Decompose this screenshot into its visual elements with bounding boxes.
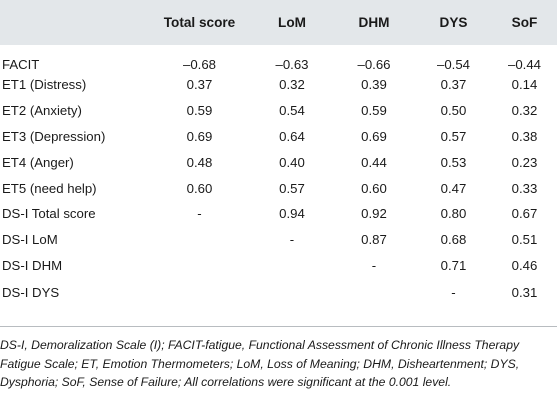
cell-total-score: 0.60 [186, 180, 213, 196]
cell-sof: 0.67 [511, 206, 538, 222]
cell-dys: 0.50 [440, 103, 467, 119]
cell-dys: 0.71 [440, 257, 467, 273]
row-label: DS-I DHM [2, 257, 63, 273]
cell-total-score: 0.37 [186, 77, 213, 93]
footnote-divider [0, 326, 557, 327]
cell-dhm: 0.59 [361, 103, 387, 119]
cell-total-score: 0.59 [186, 103, 213, 119]
cell-sof: –0.44 [507, 57, 541, 72]
cell-dhm: 0.87 [361, 232, 387, 248]
cell-sof: 0.46 [511, 257, 538, 273]
cell-dhm: 0.44 [361, 154, 387, 170]
correlation-table-container: Total score LoM DHM DYS SoF FACIT –0.68 –0… [0, 0, 557, 306]
cell-sof: 0.38 [511, 128, 538, 144]
cell-total-score: 0.48 [186, 154, 213, 170]
header-row: Total score LoM DHM DYS SoF [0, 0, 557, 45]
row-label: ET5 (need help) [2, 180, 97, 196]
cell-lom: 0.54 [279, 103, 305, 119]
cell-dys: 0.57 [440, 128, 467, 144]
cell-sof: 0.31 [511, 284, 538, 300]
cell-total-score: 0.69 [186, 128, 213, 144]
cell-lom: 0.40 [279, 154, 305, 170]
correlation-table: Total score LoM DHM DYS SoF FACIT –0.68 –0… [0, 0, 557, 306]
cell-dhm: 0.60 [361, 180, 387, 196]
cell-total-score [148, 278, 251, 306]
table-row: DS-I Total score - 0.94 0.92 0.80 0.67 [0, 201, 557, 227]
cell-sof: 0.23 [511, 154, 538, 170]
row-label: DS-I DYS [2, 284, 60, 300]
cell-sof: 0.51 [511, 232, 538, 248]
cell-dhm: –0.66 [357, 57, 391, 72]
cell-total-score [148, 227, 251, 253]
cell-dys: 0.37 [440, 77, 467, 93]
row-label: DS-I Total score [2, 206, 96, 222]
cell-dys: 0.68 [440, 232, 467, 248]
cell-dys: 0.47 [440, 180, 467, 196]
cell-dys: 0.80 [440, 206, 467, 222]
cell-dhm: - [371, 257, 377, 273]
header-cell-dhm: DHM [358, 15, 390, 30]
table-row: DS-I DHM - 0.71 0.46 [0, 253, 557, 279]
cell-dhm: 0.69 [361, 128, 387, 144]
row-label: DS-I LoM [2, 232, 58, 248]
cell-dhm: 0.92 [361, 206, 387, 222]
table-row: ET1 (Distress) 0.37 0.32 0.39 0.37 0.14 [0, 72, 557, 98]
table-row: DS-I DYS - 0.31 [0, 278, 557, 306]
cell-dhm: 0.39 [361, 77, 387, 93]
row-label: FACIT [2, 57, 40, 72]
header-cell-lom: LoM [278, 15, 306, 30]
cell-dys: - [451, 284, 456, 300]
cell-lom: –0.63 [275, 57, 309, 72]
cell-total-score: –0.68 [182, 57, 216, 72]
cell-sof: 0.32 [511, 103, 538, 119]
header-cell-dys: DYS [439, 15, 468, 30]
cell-lom: 0.57 [279, 180, 305, 196]
cell-lom [251, 278, 333, 306]
header-cell-total-score: Total score [163, 15, 236, 30]
header-cell-sof: SoF [511, 15, 538, 30]
cell-sof: 0.33 [511, 180, 538, 196]
cell-dhm [333, 278, 415, 306]
cell-lom: 0.32 [279, 77, 305, 93]
row-label: ET2 (Anxiety) [2, 103, 82, 119]
cell-lom: - [289, 232, 295, 248]
cell-total-score: - [197, 206, 202, 222]
cell-total-score [148, 253, 251, 279]
cell-lom [251, 253, 333, 279]
cell-sof: 0.14 [511, 77, 538, 93]
table-body: FACIT –0.68 –0.63 –0.66 –0.54 –0.44 ET1 (Distr… [0, 45, 557, 306]
table-row: ET5 (need help) 0.60 0.57 0.60 0.47 0.33 [0, 175, 557, 201]
table-row: DS-I LoM - 0.87 0.68 0.51 [0, 227, 557, 253]
cell-lom: 0.94 [279, 206, 305, 222]
table-row: ET2 (Anxiety) 0.59 0.54 0.59 0.50 0.32 [0, 98, 557, 124]
row-label: ET1 (Distress) [2, 77, 87, 93]
header-cell-label [0, 0, 148, 45]
cell-dys: 0.53 [440, 154, 467, 170]
table-header: Total score LoM DHM DYS SoF [0, 0, 557, 45]
cell-dys: –0.54 [436, 57, 470, 72]
row-label: ET4 (Anger) [2, 154, 74, 170]
row-label: ET3 (Depression) [2, 128, 106, 144]
table-footnote: DS-I, Demoralization Scale (I); FACIT-fa… [0, 338, 520, 390]
cell-lom: 0.64 [279, 128, 305, 144]
table-row: ET4 (Anger) 0.48 0.40 0.44 0.53 0.23 [0, 149, 557, 175]
table-row: ET3 (Depression) 0.69 0.64 0.69 0.57 0.38 [0, 124, 557, 150]
table-row: FACIT –0.68 –0.63 –0.66 –0.54 –0.44 [0, 45, 557, 72]
